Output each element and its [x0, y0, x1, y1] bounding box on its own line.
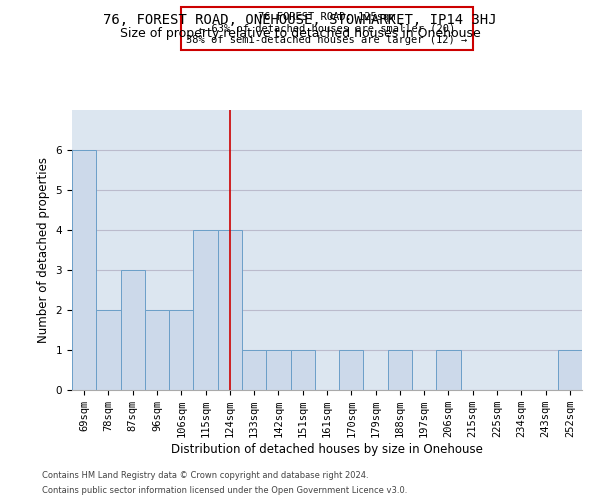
Text: 76, FOREST ROAD, ONEHOUSE, STOWMARKET, IP14 3HJ: 76, FOREST ROAD, ONEHOUSE, STOWMARKET, I…	[103, 12, 497, 26]
Y-axis label: Number of detached properties: Number of detached properties	[37, 157, 50, 343]
Bar	[145, 310, 169, 390]
Bar	[218, 230, 242, 390]
Text: Size of property relative to detached houses in Onehouse: Size of property relative to detached ho…	[119, 28, 481, 40]
Bar	[436, 350, 461, 390]
X-axis label: Distribution of detached houses by size in Onehouse: Distribution of detached houses by size …	[171, 443, 483, 456]
Bar	[169, 310, 193, 390]
Bar	[121, 270, 145, 390]
Bar	[388, 350, 412, 390]
Bar	[96, 310, 121, 390]
Bar	[290, 350, 315, 390]
Bar	[339, 350, 364, 390]
Text: 76 FOREST ROAD: 125sqm
← 63% of detached houses are smaller (20)
38% of semi-det: 76 FOREST ROAD: 125sqm ← 63% of detached…	[187, 12, 467, 45]
Bar	[193, 230, 218, 390]
Text: Contains HM Land Registry data © Crown copyright and database right 2024.: Contains HM Land Registry data © Crown c…	[42, 471, 368, 480]
Bar	[242, 350, 266, 390]
Bar	[266, 350, 290, 390]
Text: Contains public sector information licensed under the Open Government Licence v3: Contains public sector information licen…	[42, 486, 407, 495]
Bar	[558, 350, 582, 390]
Bar	[72, 150, 96, 390]
